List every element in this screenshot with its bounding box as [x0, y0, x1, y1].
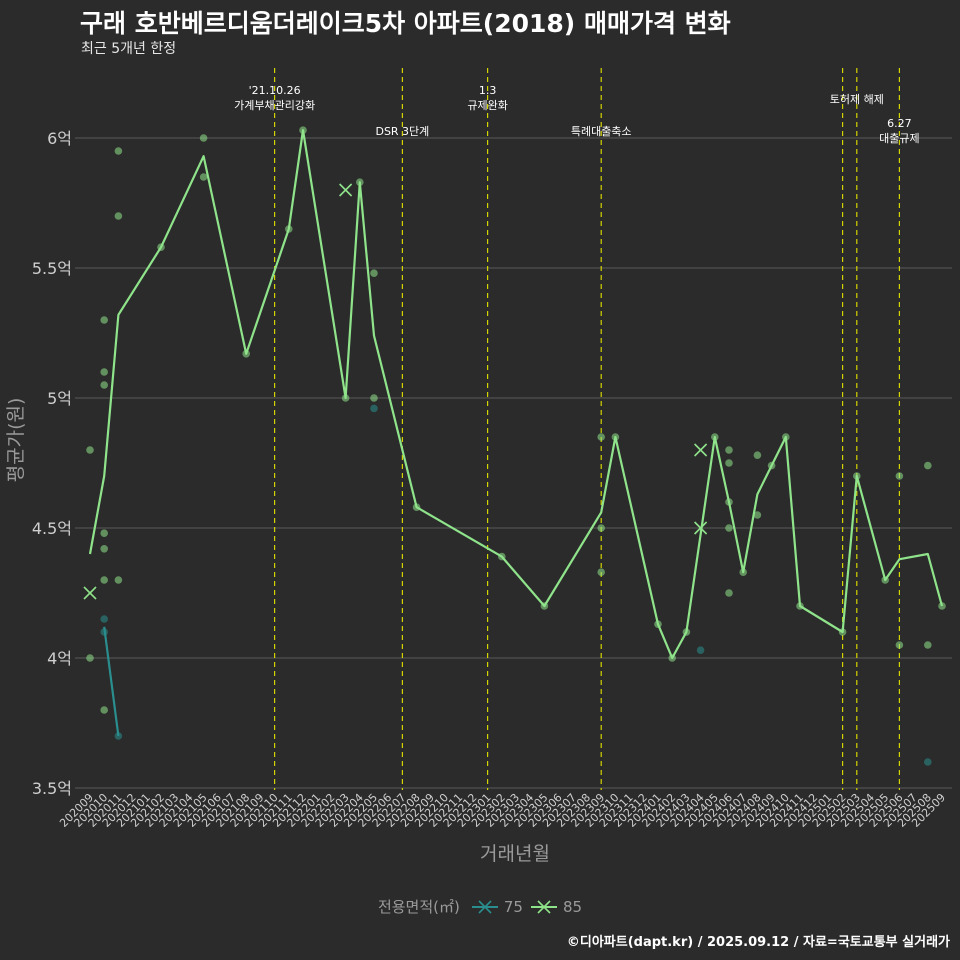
data-point-85	[86, 446, 94, 454]
legend-swatch-75-icon	[471, 899, 498, 914]
data-point-85	[895, 641, 904, 649]
chart-title: 구래 호반베르디움더레이크5차 아파트(2018) 매매가격 변화	[80, 9, 731, 38]
data-point-85	[100, 529, 108, 537]
data-point-75	[100, 615, 108, 623]
data-point-85	[100, 576, 108, 584]
event-label: 1.3 규제완화	[467, 84, 507, 112]
data-point-85	[725, 446, 733, 454]
data-point-85	[114, 147, 123, 155]
event-label: 6.27 대출규제	[879, 117, 919, 145]
series-line-75	[103, 626, 120, 737]
marker-85	[694, 521, 708, 535]
data-point-85	[370, 269, 378, 278]
data-point-85	[100, 381, 108, 389]
event-label: DSR 3단계	[375, 125, 429, 138]
data-point-85	[895, 472, 904, 480]
data-point-85	[725, 589, 733, 597]
marker-85	[83, 586, 97, 600]
data-point-85	[100, 706, 108, 714]
y-tick-label: 4.5억	[32, 519, 72, 538]
data-point-85	[100, 316, 108, 324]
legend-item-85: 85	[529, 898, 582, 916]
marker-85	[694, 443, 708, 457]
legend-title: 전용면적(㎡)	[377, 898, 460, 916]
event-label: 토허제 해제	[830, 92, 884, 106]
data-point-85	[100, 545, 108, 553]
series-line-85	[88, 129, 944, 660]
data-point-85	[597, 433, 605, 441]
data-point-85	[725, 459, 733, 467]
data-point-85	[199, 134, 208, 142]
y-tick-label: 5억	[47, 389, 72, 408]
data-point-85	[924, 641, 932, 649]
data-point-85	[114, 212, 123, 220]
legend: 전용면적(㎡) 75 85	[0, 896, 960, 917]
data-point-85	[924, 461, 932, 470]
data-point-85	[597, 524, 605, 532]
data-point-85	[597, 568, 605, 576]
legend-label-85: 85	[562, 897, 583, 916]
data-point-85	[199, 173, 208, 181]
event-label: '21.10.26 가계부채관리강화	[234, 84, 315, 112]
y-tick-label: 6억	[47, 129, 72, 148]
legend-item-75: 75	[470, 898, 523, 916]
series-85	[83, 126, 946, 714]
legend-swatch-85-icon	[530, 899, 557, 914]
event-label: 특례대출축소	[571, 125, 632, 138]
y-tick-label: 3.5억	[32, 779, 72, 798]
data-point-85	[100, 368, 108, 376]
chart-subtitle: 최근 5개년 한정	[81, 41, 177, 57]
data-point-85	[114, 576, 123, 584]
data-point-75	[924, 758, 932, 766]
series-75	[100, 404, 932, 766]
data-point-85	[725, 524, 733, 532]
y-tick-label: 5.5억	[32, 259, 72, 278]
y-axis-title: 평균가(원)	[5, 398, 27, 483]
x-axis-title: 거래년월	[480, 843, 550, 865]
source-caption: ©디아파트(dapt.kr) / 2025.09.12 / 자료=국토교통부 실…	[566, 935, 950, 950]
data-point-75	[696, 646, 705, 654]
data-point-85	[753, 451, 762, 460]
y-tick-label: 4억	[47, 649, 72, 668]
legend-label-75: 75	[503, 897, 523, 916]
data-point-85	[370, 394, 378, 402]
marker-85	[339, 183, 353, 197]
data-point-85	[753, 511, 762, 519]
data-point-85	[86, 654, 94, 662]
data-point-75	[370, 404, 378, 413]
